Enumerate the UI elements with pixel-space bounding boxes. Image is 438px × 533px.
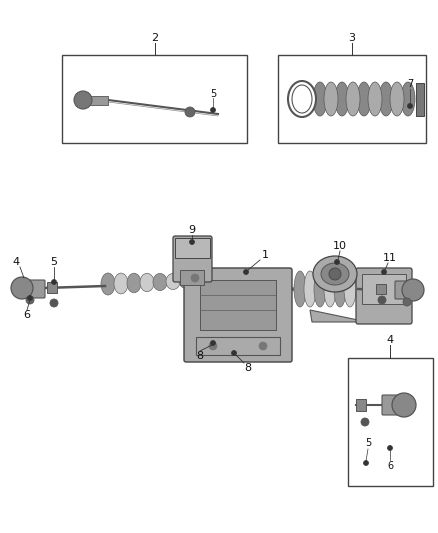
Text: 7: 7 <box>407 79 413 89</box>
Bar <box>180 270 204 285</box>
Ellipse shape <box>313 256 357 292</box>
Circle shape <box>388 446 392 450</box>
Text: 8: 8 <box>196 351 204 361</box>
Ellipse shape <box>357 82 371 116</box>
FancyBboxPatch shape <box>382 395 400 415</box>
Ellipse shape <box>392 393 416 417</box>
Text: 10: 10 <box>333 241 347 251</box>
Text: 11: 11 <box>383 253 397 263</box>
Bar <box>376 284 386 294</box>
Ellipse shape <box>50 299 58 307</box>
Circle shape <box>52 279 57 285</box>
FancyBboxPatch shape <box>29 280 45 298</box>
Text: 6: 6 <box>387 461 393 471</box>
Bar <box>90 96 108 105</box>
Polygon shape <box>310 310 360 322</box>
FancyBboxPatch shape <box>395 281 411 299</box>
Ellipse shape <box>294 271 306 307</box>
Text: 9: 9 <box>188 225 195 235</box>
Ellipse shape <box>334 271 346 307</box>
Ellipse shape <box>153 273 167 290</box>
Circle shape <box>407 103 413 109</box>
Circle shape <box>232 351 237 356</box>
FancyBboxPatch shape <box>356 268 412 324</box>
Ellipse shape <box>324 82 338 116</box>
Text: 5: 5 <box>50 257 57 267</box>
Ellipse shape <box>402 279 424 301</box>
Text: 5: 5 <box>365 438 371 448</box>
Ellipse shape <box>101 273 115 295</box>
Bar <box>416 83 424 116</box>
Ellipse shape <box>346 82 360 116</box>
FancyBboxPatch shape <box>184 268 292 362</box>
Ellipse shape <box>11 277 33 299</box>
Ellipse shape <box>321 263 349 285</box>
Circle shape <box>381 270 386 274</box>
Text: 1: 1 <box>261 250 268 260</box>
Circle shape <box>335 260 339 264</box>
Text: 8: 8 <box>244 363 251 373</box>
Ellipse shape <box>127 273 141 293</box>
Text: 4: 4 <box>386 335 394 345</box>
Circle shape <box>244 270 248 274</box>
Circle shape <box>190 239 194 245</box>
Ellipse shape <box>140 273 154 292</box>
Ellipse shape <box>314 271 326 307</box>
Ellipse shape <box>344 271 356 307</box>
Ellipse shape <box>403 298 411 306</box>
Circle shape <box>259 342 267 350</box>
Bar <box>47 282 57 293</box>
Ellipse shape <box>313 82 327 116</box>
Ellipse shape <box>401 82 415 116</box>
Ellipse shape <box>26 296 34 304</box>
Circle shape <box>211 108 215 112</box>
Bar <box>278 55 426 143</box>
Ellipse shape <box>292 85 312 113</box>
Ellipse shape <box>335 82 349 116</box>
Text: 3: 3 <box>349 33 356 43</box>
Ellipse shape <box>74 91 92 109</box>
Ellipse shape <box>329 268 341 280</box>
Bar <box>175 238 210 258</box>
Circle shape <box>211 341 215 345</box>
Ellipse shape <box>288 81 316 117</box>
Bar <box>62 55 247 143</box>
Circle shape <box>209 342 217 350</box>
Bar <box>356 399 366 411</box>
Text: 6: 6 <box>24 310 31 320</box>
Circle shape <box>191 274 199 282</box>
Ellipse shape <box>185 107 195 117</box>
Ellipse shape <box>378 296 386 304</box>
Bar <box>362 274 406 304</box>
Text: 2: 2 <box>152 33 159 43</box>
Text: 5: 5 <box>210 89 216 99</box>
FancyBboxPatch shape <box>173 236 212 282</box>
Ellipse shape <box>166 273 180 289</box>
Ellipse shape <box>379 82 393 116</box>
Bar <box>348 358 433 486</box>
Ellipse shape <box>324 271 336 307</box>
Text: 4: 4 <box>12 257 20 267</box>
Bar <box>200 280 276 330</box>
Ellipse shape <box>179 273 193 288</box>
Circle shape <box>364 461 368 465</box>
Circle shape <box>28 295 32 301</box>
Bar <box>196 337 280 355</box>
Ellipse shape <box>361 418 369 426</box>
Ellipse shape <box>390 82 404 116</box>
Ellipse shape <box>114 273 128 294</box>
Ellipse shape <box>304 271 316 307</box>
Ellipse shape <box>368 82 382 116</box>
